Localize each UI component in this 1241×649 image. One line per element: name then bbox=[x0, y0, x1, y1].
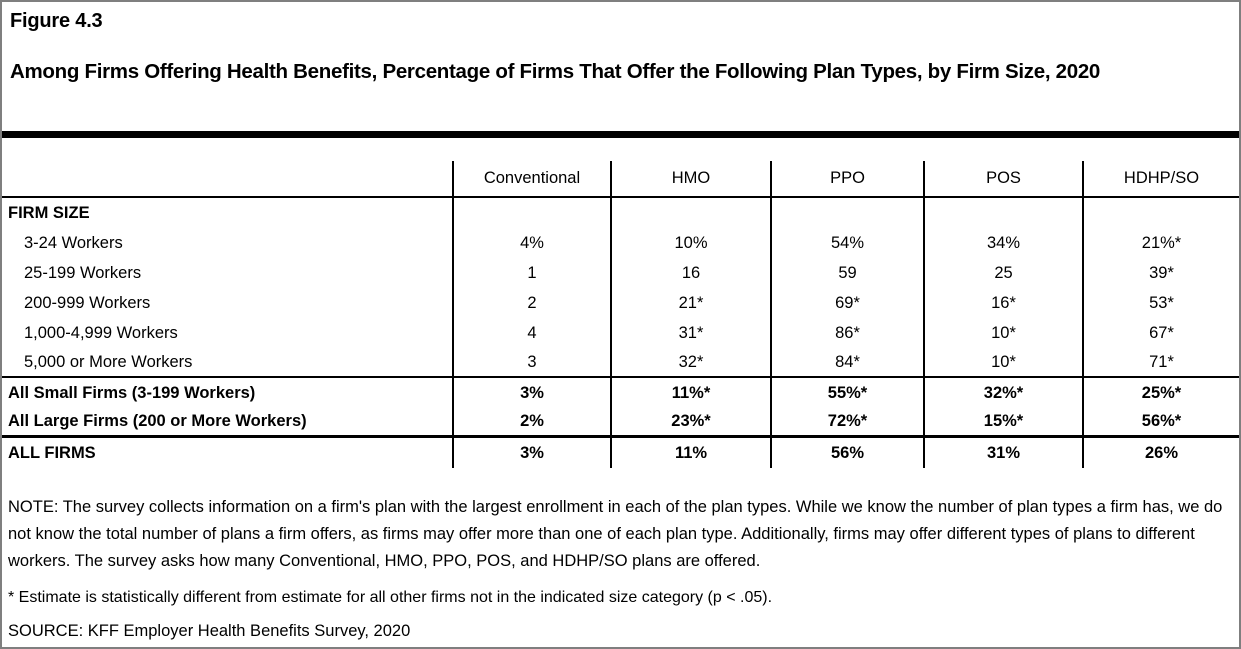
cell-value: 10* bbox=[923, 318, 1082, 348]
row-label: 1,000-4,999 Workers bbox=[24, 323, 178, 342]
table-row: 5,000 or More Workers 3 32* 84* 10* 71* bbox=[2, 348, 1239, 378]
cell-value: 69* bbox=[770, 288, 923, 318]
cell-value: 2% bbox=[452, 408, 610, 435]
footnote-text: * Estimate is statistically different fr… bbox=[8, 589, 773, 606]
cell-value: 32* bbox=[610, 348, 770, 376]
cell-value: 56%* bbox=[1082, 408, 1239, 435]
cell-value: 25%* bbox=[1082, 378, 1239, 408]
plan-types-table: Conventional HMO PPO POS HDHP/SO FIRM SI… bbox=[2, 161, 1239, 468]
column-header-hdhpso: HDHP/SO bbox=[1082, 161, 1239, 196]
note-text: NOTE: The survey collects information on… bbox=[8, 498, 1223, 570]
cell-value: 26% bbox=[1082, 438, 1239, 468]
empty-cell bbox=[610, 198, 770, 228]
table-row-all-small-firms: All Small Firms (3-199 Workers) 3% 11%* … bbox=[2, 378, 1239, 408]
cell-value: 11% bbox=[610, 438, 770, 468]
cell-value: 21* bbox=[610, 288, 770, 318]
table-row: 200-999 Workers 2 21* 69* 16* 53* bbox=[2, 288, 1239, 318]
empty-cell bbox=[770, 198, 923, 228]
cell-value: 10% bbox=[610, 228, 770, 258]
row-label: 200-999 Workers bbox=[24, 293, 151, 312]
title-divider-rule bbox=[2, 131, 1239, 138]
cell-value: 1 bbox=[452, 258, 610, 288]
cell-value: 34% bbox=[923, 228, 1082, 258]
cell-value: 3% bbox=[452, 438, 610, 468]
empty-cell bbox=[1082, 198, 1239, 228]
cell-value: 16* bbox=[923, 288, 1082, 318]
empty-cell bbox=[923, 198, 1082, 228]
figure-title: Among Firms Offering Health Benefits, Pe… bbox=[10, 60, 1101, 83]
row-label: All Large Firms (200 or More Workers) bbox=[8, 412, 307, 430]
cell-value: 23%* bbox=[610, 408, 770, 435]
cell-value: 31* bbox=[610, 318, 770, 348]
source-text: SOURCE: KFF Employer Health Benefits Sur… bbox=[8, 622, 411, 640]
cell-value: 25 bbox=[923, 258, 1082, 288]
section-header-firm-size: FIRM SIZE bbox=[8, 203, 90, 222]
cell-value: 71* bbox=[1082, 348, 1239, 376]
row-label: All Small Firms (3-199 Workers) bbox=[8, 383, 256, 402]
figure-number: Figure 4.3 bbox=[10, 10, 103, 32]
cell-value: 67* bbox=[1082, 318, 1239, 348]
cell-value: 84* bbox=[770, 348, 923, 376]
header-spacer-cell bbox=[2, 161, 452, 196]
table-row-all-firms: ALL FIRMS 3% 11% 56% 31% 26% bbox=[2, 438, 1239, 468]
cell-value: 21%* bbox=[1082, 228, 1239, 258]
cell-value: 2 bbox=[452, 288, 610, 318]
cell-value: 3% bbox=[452, 378, 610, 408]
cell-value: 4% bbox=[452, 228, 610, 258]
cell-value: 3 bbox=[452, 348, 610, 376]
cell-value: 31% bbox=[923, 438, 1082, 468]
column-header-hmo: HMO bbox=[610, 161, 770, 196]
row-label: 25-199 Workers bbox=[24, 263, 142, 282]
cell-value: 59 bbox=[770, 258, 923, 288]
table-row: 3-24 Workers 4% 10% 54% 34% 21%* bbox=[2, 228, 1239, 258]
table-row: 1,000-4,999 Workers 4 31* 86* 10* 67* bbox=[2, 318, 1239, 348]
column-header-ppo: PPO bbox=[770, 161, 923, 196]
cell-value: 16 bbox=[610, 258, 770, 288]
row-label: ALL FIRMS bbox=[8, 443, 96, 462]
row-label: 5,000 or More Workers bbox=[24, 352, 193, 371]
column-header-pos: POS bbox=[923, 161, 1082, 196]
table-row-all-large-firms: All Large Firms (200 or More Workers) 2%… bbox=[2, 408, 1239, 438]
table-section-row: FIRM SIZE bbox=[2, 198, 1239, 228]
cell-value: 54% bbox=[770, 228, 923, 258]
row-label: 3-24 Workers bbox=[24, 233, 123, 252]
cell-value: 86* bbox=[770, 318, 923, 348]
cell-value: 32%* bbox=[923, 378, 1082, 408]
cell-value: 15%* bbox=[923, 408, 1082, 435]
cell-value: 4 bbox=[452, 318, 610, 348]
cell-value: 72%* bbox=[770, 408, 923, 435]
cell-value: 53* bbox=[1082, 288, 1239, 318]
cell-value: 10* bbox=[923, 348, 1082, 376]
table-row: 25-199 Workers 1 16 59 25 39* bbox=[2, 258, 1239, 288]
cell-value: 39* bbox=[1082, 258, 1239, 288]
column-header-conventional: Conventional bbox=[452, 161, 610, 196]
cell-value: 11%* bbox=[610, 378, 770, 408]
table-header-row: Conventional HMO PPO POS HDHP/SO bbox=[2, 161, 1239, 198]
cell-value: 56% bbox=[770, 438, 923, 468]
empty-cell bbox=[452, 198, 610, 228]
cell-value: 55%* bbox=[770, 378, 923, 408]
